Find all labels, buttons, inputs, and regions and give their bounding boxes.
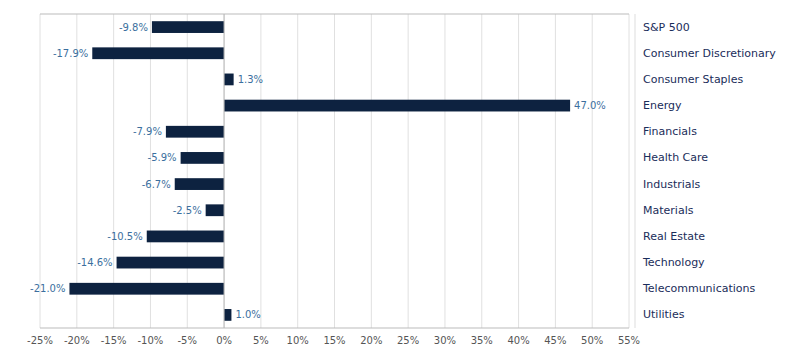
grid-line (629, 14, 630, 328)
grid-line (592, 14, 593, 328)
tick-label: -10% (138, 335, 164, 346)
bar (166, 126, 224, 138)
tick-label: 45% (544, 335, 566, 346)
data-label: -5.9% (148, 152, 177, 163)
data-label: -21.0% (30, 283, 65, 294)
bar (224, 100, 570, 112)
bars (69, 21, 570, 321)
separator (635, 14, 636, 328)
grid-line (518, 14, 519, 328)
data-label: -14.6% (77, 257, 112, 268)
tick-label: 40% (507, 335, 529, 346)
grid-line (40, 14, 41, 328)
category-label: Industrials (643, 178, 701, 191)
grid-line (444, 14, 445, 328)
bar (224, 309, 231, 321)
category-label: Consumer Staples (643, 73, 743, 86)
bar (175, 178, 224, 190)
grid-line (334, 14, 335, 328)
bar (224, 74, 234, 86)
tick-label: -15% (101, 335, 127, 346)
grid-line (187, 14, 188, 328)
grid (40, 14, 629, 328)
data-label: 1.0% (235, 309, 260, 320)
category-label: Consumer Discretionary (643, 47, 776, 60)
grid-line (408, 14, 409, 328)
grid-line (555, 14, 556, 328)
category-label: Energy (643, 99, 682, 112)
bar (181, 152, 224, 164)
category-labels: S&P 500 Consumer Discretionary Consumer St… (642, 21, 776, 322)
data-label: -2.5% (173, 205, 202, 216)
grid-line (150, 14, 151, 328)
category-label: Utilities (643, 308, 685, 321)
category-label: Health Care (643, 151, 708, 164)
x-axis: -25% -20% -15% -10% -5% 0% 5% 10% 15% 20% 25% 30% 35… (27, 335, 640, 346)
grid-line (481, 14, 482, 328)
tick-label: 50% (581, 335, 603, 346)
grid-line (297, 14, 298, 328)
bar (92, 47, 224, 59)
data-label: -9.8% (119, 22, 148, 33)
category-label: Materials (643, 204, 694, 217)
tick-label: 30% (434, 335, 456, 346)
tick-label: 10% (287, 335, 309, 346)
tick-label: 55% (618, 335, 640, 346)
data-label: -10.5% (107, 231, 142, 242)
bar (117, 257, 224, 269)
data-label: -17.9% (53, 48, 88, 59)
grid-line (113, 14, 114, 328)
tick-label: 35% (471, 335, 493, 346)
grid-line (260, 14, 261, 328)
tick-label: -25% (27, 335, 53, 346)
tick-label: 15% (323, 335, 345, 346)
axis-line (40, 14, 629, 15)
category-label: S&P 500 (643, 21, 690, 34)
bar (152, 21, 224, 33)
tick-label: 5% (253, 335, 269, 346)
grid-line (76, 14, 77, 328)
data-label: 1.3% (238, 74, 263, 85)
category-label: Financials (643, 125, 697, 138)
tick-label: 20% (360, 335, 382, 346)
data-label: -6.7% (142, 179, 171, 190)
axis-line (40, 328, 629, 329)
bar (147, 231, 224, 243)
tick-label: -5% (178, 335, 197, 346)
grid-line (371, 14, 372, 328)
category-label: Technology (642, 256, 705, 269)
tick-label: 0% (216, 335, 232, 346)
chart-container: -25% -20% -15% -10% -5% 0% 5% 10% 15% 20% 25% 30% 35… (0, 0, 799, 358)
data-label: -7.9% (133, 126, 162, 137)
chart: -25% -20% -15% -10% -5% 0% 5% 10% 15% 20% 25% 30% 35… (0, 0, 799, 358)
tick-label: -20% (64, 335, 90, 346)
zero-line (224, 14, 225, 328)
category-label: Real Estate (643, 230, 705, 243)
data-label: 47.0% (574, 100, 606, 111)
tick-label: 25% (397, 335, 419, 346)
bar (206, 204, 224, 216)
category-label: Telecommunications (642, 282, 756, 295)
grid-line (224, 14, 225, 328)
bar (69, 283, 224, 295)
data-labels: -9.8% -17.9% 1.3% 47.0% -7.9% -5.9% -6.7% -2.5%… (30, 22, 606, 321)
